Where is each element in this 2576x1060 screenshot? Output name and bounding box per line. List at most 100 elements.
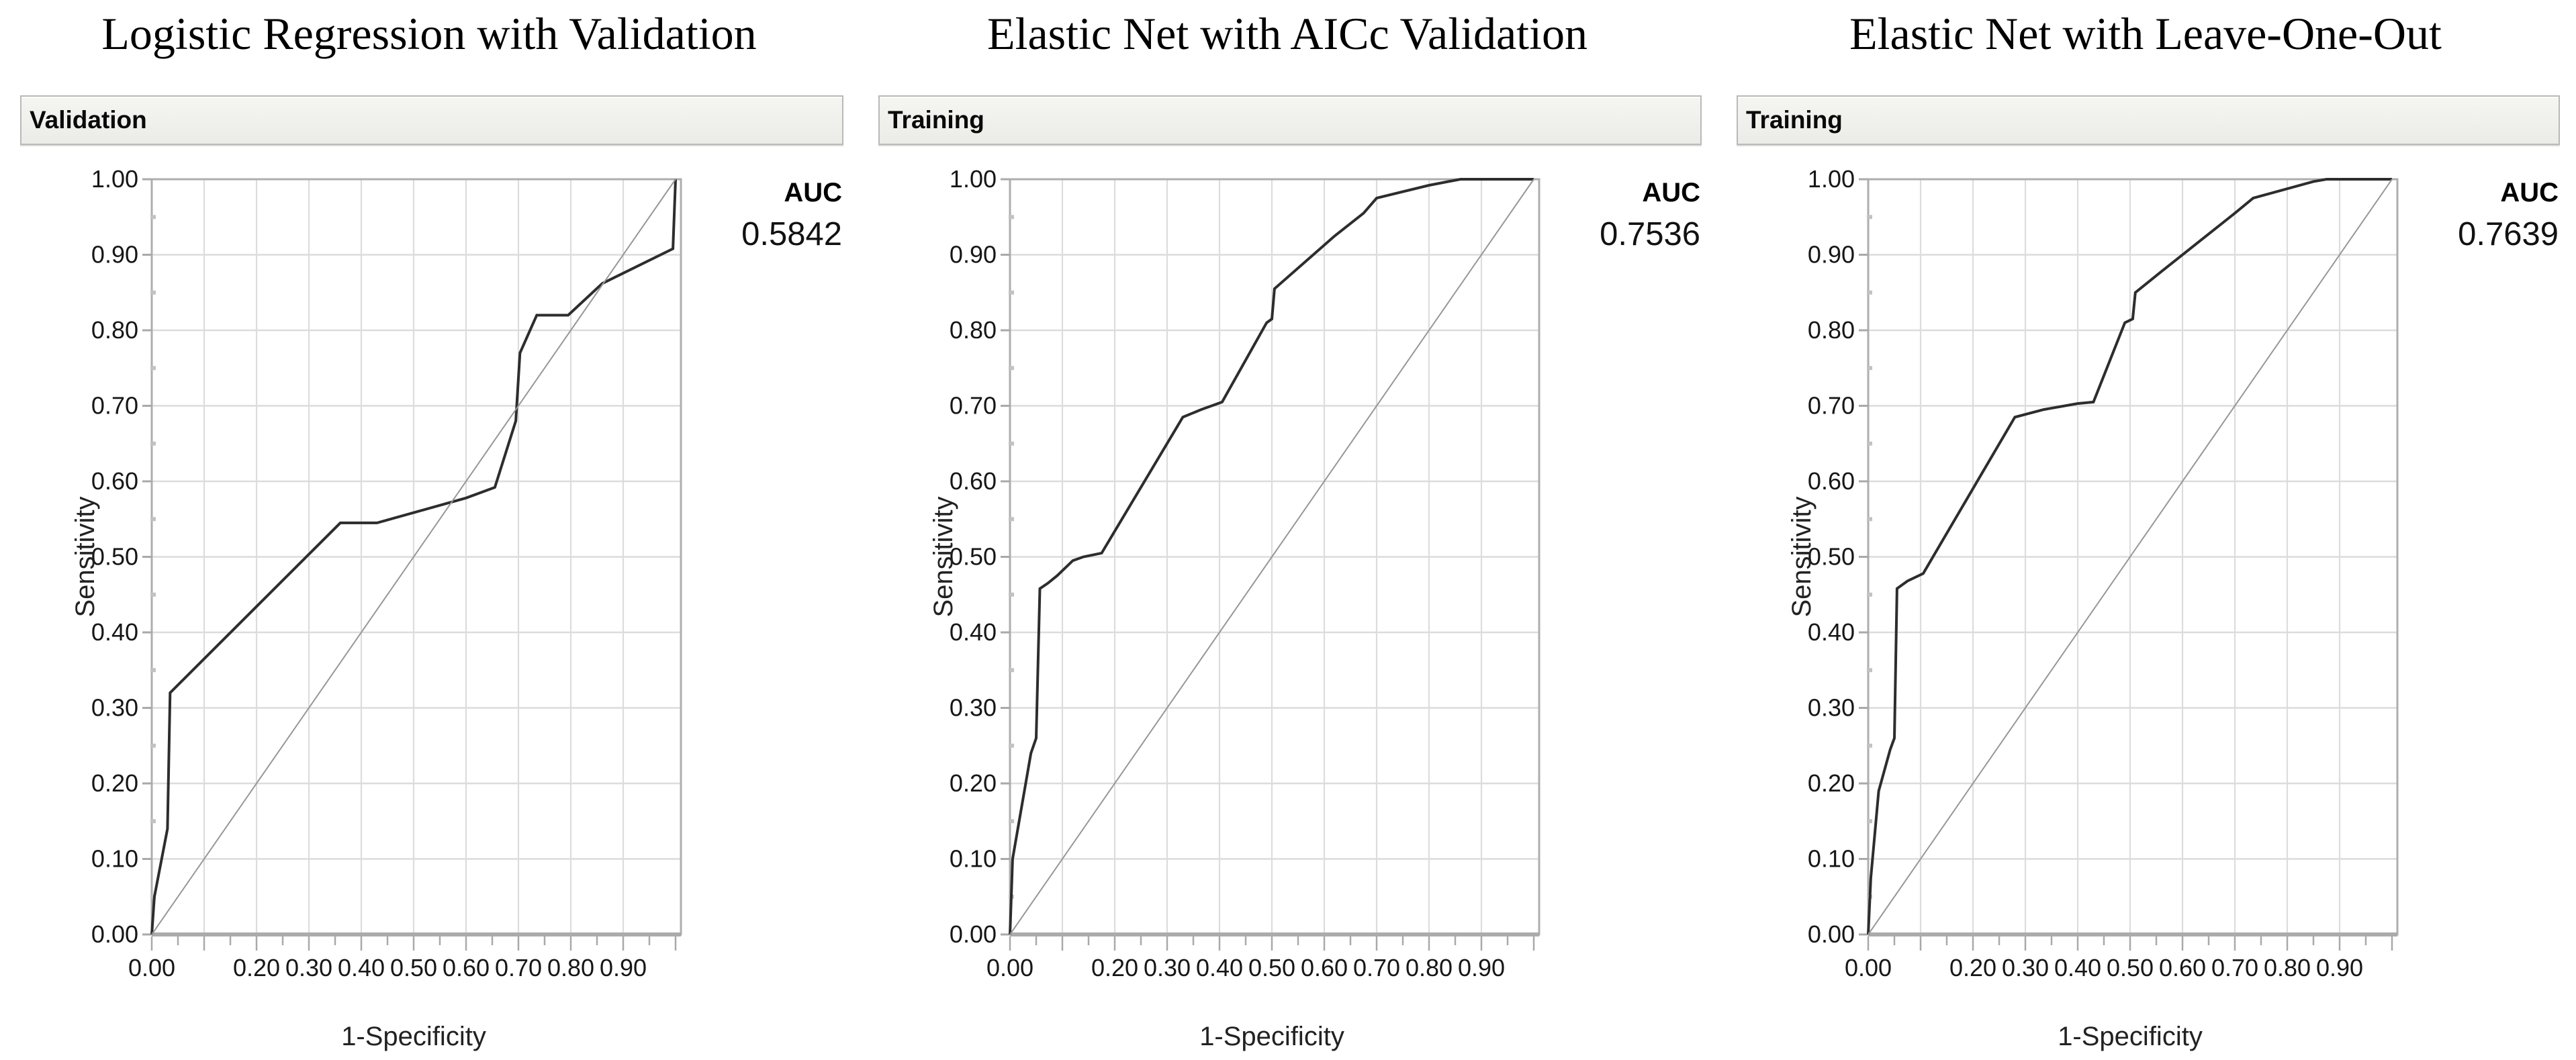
x-tick-label: 0.60: [2159, 954, 2206, 981]
panel-title: Logistic Regression with Validation: [101, 8, 757, 59]
auc-value: 0.7536: [1600, 216, 1700, 252]
x-tick-label: 0.60: [443, 954, 490, 981]
tick-labels: 0.00 0.20 0.30 0.40 0.50 0.60 0.70 0.80 0.900.00…: [91, 165, 647, 981]
y-tick-label: 0.20: [950, 769, 997, 797]
y-tick-label: 0.10: [91, 845, 138, 873]
auc-label: AUC: [1642, 178, 1700, 207]
x-tick-label: 0.00: [128, 954, 175, 981]
panel-title: Elastic Net with Leave-One-Out: [1849, 8, 2442, 59]
x-tick-label: 0.30: [285, 954, 332, 981]
x-tick-label: 0.70: [2211, 954, 2258, 981]
outline-header-label: Training: [1746, 106, 1843, 134]
x-tick-label: 0.30: [2002, 954, 2049, 981]
y-tick-label: 0.00: [91, 920, 138, 948]
x-tick-label: 0.90: [600, 954, 647, 981]
y-tick-label: 0.40: [91, 618, 138, 646]
gridlines: [1868, 179, 2397, 934]
tick-marks: [1859, 178, 2393, 951]
x-tick-label: 0.80: [547, 954, 594, 981]
y-tick-label: 0.90: [91, 241, 138, 269]
x-tick-label: 0.50: [390, 954, 437, 981]
y-tick-label: 0.20: [1808, 769, 1855, 797]
y-tick-label: 0.10: [1808, 845, 1855, 873]
x-axis-title: 1-Specificity: [2058, 1022, 2203, 1051]
y-tick-label: 0.50: [950, 543, 997, 571]
y-tick-label: 0.60: [1808, 467, 1855, 495]
y-tick-label: 0.40: [950, 618, 997, 646]
gridlines: [152, 179, 681, 934]
y-tick-label: 0.20: [91, 769, 138, 797]
y-tick-label: 0.80: [950, 316, 997, 344]
reference-diagonal: [151, 179, 676, 935]
roc-plot: 0.00 0.20 0.30 0.40 0.50 0.60 0.70 0.80 0.900.00…: [1787, 165, 2399, 1051]
x-tick-label: 0.30: [1144, 954, 1191, 981]
x-tick-label: 0.90: [2316, 954, 2363, 981]
y-tick-label: 0.60: [950, 467, 997, 495]
roc-curve: [150, 179, 677, 935]
roc-panel-logistic-validation: Logistic Regression with Validation Vali…: [0, 0, 858, 1060]
tick-labels: 0.00 0.20 0.30 0.40 0.50 0.60 0.70 0.80 0.900.00…: [1808, 165, 2363, 981]
tick-labels: 0.00 0.20 0.30 0.40 0.50 0.60 0.70 0.80 0.900.00…: [950, 165, 1505, 981]
roc-panel-elasticnet-aicc: Elastic Net with AICc Validation Trainin…: [858, 0, 1716, 1060]
roc-panel-elasticnet-loo: Elastic Net with Leave-One-Out Training …: [1716, 0, 2575, 1060]
auc-block: AUC 0.7639: [2458, 179, 2559, 252]
y-tick-label: 0.40: [1808, 618, 1855, 646]
x-tick-label: 0.00: [986, 954, 1033, 981]
gridlines: [1010, 179, 1539, 934]
outline-header[interactable]: Validation: [20, 95, 843, 145]
y-tick-label: 0.90: [1808, 241, 1855, 269]
x-tick-label: 0.20: [1949, 954, 1996, 981]
y-tick-label: 0.70: [950, 392, 997, 420]
auc-value: 0.5842: [741, 216, 842, 252]
y-tick-label: 0.60: [91, 467, 138, 495]
reference-diagonal: [1009, 179, 1534, 935]
auc-label: AUC: [784, 178, 842, 207]
x-tick-label: 0.80: [1406, 954, 1453, 981]
roc-curve: [1867, 178, 2392, 935]
x-tick-label: 0.00: [1845, 954, 1892, 981]
x-tick-label: 0.40: [1196, 954, 1243, 981]
y-tick-label: 0.80: [1808, 316, 1855, 344]
y-tick-label: 0.50: [1808, 543, 1855, 571]
x-tick-label: 0.40: [2054, 954, 2101, 981]
auc-block: AUC 0.5842: [741, 179, 842, 252]
y-tick-label: 0.30: [950, 694, 997, 722]
outline-header[interactable]: Training: [1737, 95, 2560, 145]
y-tick-label: 0.00: [1808, 920, 1855, 948]
outline-header-label: Validation: [30, 106, 147, 134]
x-tick-label: 0.50: [2107, 954, 2154, 981]
y-axis-title: Sensitivity: [929, 496, 958, 617]
x-tick-label: 0.20: [233, 954, 280, 981]
y-tick-label: 0.30: [1808, 694, 1855, 722]
x-tick-label: 0.60: [1301, 954, 1348, 981]
y-tick-label: 1.00: [950, 165, 997, 193]
outline-header[interactable]: Training: [878, 95, 1702, 145]
x-tick-label: 0.80: [2264, 954, 2311, 981]
x-tick-label: 0.50: [1248, 954, 1295, 981]
y-axis-title: Sensitivity: [1787, 496, 1816, 617]
x-tick-label: 0.70: [1353, 954, 1400, 981]
x-axis-title: 1-Specificity: [1199, 1022, 1344, 1051]
x-tick-label: 0.40: [338, 954, 385, 981]
auc-value: 0.7639: [2458, 216, 2559, 252]
tick-marks: [1001, 178, 1535, 951]
y-tick-label: 0.10: [950, 845, 997, 873]
y-tick-label: 1.00: [91, 165, 138, 193]
y-tick-label: 0.70: [1808, 392, 1855, 420]
x-axis-title: 1-Specificity: [341, 1022, 486, 1051]
y-axis-title: Sensitivity: [71, 496, 100, 617]
y-tick-label: 0.70: [91, 392, 138, 420]
y-tick-label: 0.00: [950, 920, 997, 948]
auc-label: AUC: [2500, 178, 2559, 207]
roc-plot: 0.00 0.20 0.30 0.40 0.50 0.60 0.70 0.80 0.900.00…: [929, 165, 1540, 1051]
y-tick-label: 0.80: [91, 316, 138, 344]
y-tick-label: 0.30: [91, 694, 138, 722]
reference-diagonal: [1868, 179, 2393, 935]
roc-curve: [1009, 178, 1534, 935]
y-tick-label: 0.50: [91, 543, 138, 571]
y-tick-label: 1.00: [1808, 165, 1855, 193]
x-tick-label: 0.70: [495, 954, 542, 981]
y-tick-label: 0.90: [950, 241, 997, 269]
x-tick-label: 0.90: [1458, 954, 1505, 981]
